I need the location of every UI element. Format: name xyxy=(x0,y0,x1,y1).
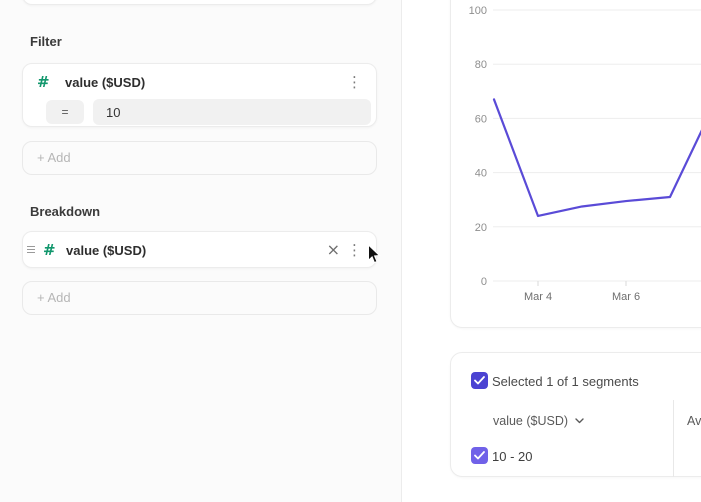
svg-text:Mar 4: Mar 4 xyxy=(524,291,552,303)
svg-text:0: 0 xyxy=(481,276,487,288)
svg-text:60: 60 xyxy=(475,113,487,125)
query-builder-panel: Filter # value ($USD) ⋮ = + Add Breakdow… xyxy=(22,0,402,502)
breakdown-card: # value ($USD) × ⋮ xyxy=(22,231,377,268)
breakdown-property-name: value ($USD) xyxy=(66,243,147,258)
segment-column-label: value ($USD) xyxy=(493,414,569,428)
line-chart: 0 20 40 60 80 100 Mar 4 Mar 6 xyxy=(469,5,701,303)
event-card-fragment[interactable] xyxy=(22,0,377,5)
segment-row-label: 10 - 20 xyxy=(492,449,533,464)
segment-column-header[interactable]: value ($USD) xyxy=(493,414,584,428)
metric-column-header: Average xyxy=(687,414,701,428)
segment-row-checkbox[interactable] xyxy=(471,447,488,464)
svg-text:20: 20 xyxy=(475,222,487,234)
kebab-menu-icon[interactable]: ⋮ xyxy=(347,73,362,91)
number-type-icon: # xyxy=(37,73,50,91)
chevron-down-icon xyxy=(575,413,584,427)
svg-text:40: 40 xyxy=(475,168,487,180)
filter-section-heading: Filter xyxy=(30,34,62,49)
checkmark-icon xyxy=(474,376,485,385)
segments-card: Selected 1 of 1 segments value ($USD) Av… xyxy=(450,352,701,477)
add-breakdown-button[interactable]: + Add xyxy=(22,281,377,315)
number-type-icon: # xyxy=(43,241,56,259)
checkmark-icon xyxy=(474,451,485,460)
filter-value-input[interactable] xyxy=(93,99,371,125)
kebab-menu-icon[interactable]: ⋮ xyxy=(347,241,362,259)
filter-property-row[interactable]: # value ($USD) ⋮ xyxy=(23,72,376,94)
svg-text:80: 80 xyxy=(475,59,487,71)
breakdown-section-heading: Breakdown xyxy=(30,204,101,219)
column-divider xyxy=(673,400,674,477)
filter-card: # value ($USD) ⋮ = xyxy=(22,63,377,127)
filter-property-name: value ($USD) xyxy=(65,75,146,90)
drag-handle-icon[interactable] xyxy=(27,246,36,256)
add-filter-button[interactable]: + Add xyxy=(22,141,377,175)
breakdown-property-row[interactable]: # value ($USD) × ⋮ xyxy=(23,240,376,262)
select-all-segments-checkbox[interactable] xyxy=(471,372,488,389)
chart-card xyxy=(450,0,701,328)
remove-breakdown-icon[interactable]: × xyxy=(326,240,340,259)
svg-text:Mar 6: Mar 6 xyxy=(612,291,640,303)
svg-text:100: 100 xyxy=(469,5,487,17)
segments-summary: Selected 1 of 1 segments xyxy=(492,374,639,389)
filter-operator-chip[interactable]: = xyxy=(46,100,84,124)
